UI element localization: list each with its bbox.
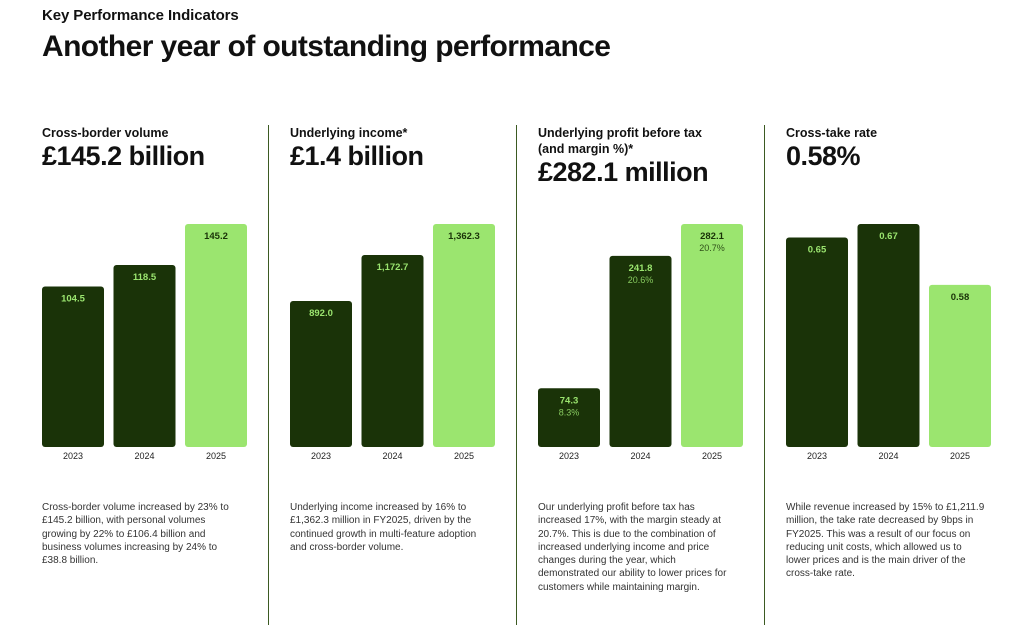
bar-margin-label: 8.3% [559,407,580,417]
bar-2024 [361,255,424,447]
bar-margin-label: 20.6% [628,275,654,285]
bar-value-label: 74.3 [560,395,579,406]
kpi-bar-chart: 104.5 2023 118.5 2024 145.2 2025 [42,224,247,461]
kpi-bar-chart: 892.0 2023 1,172.7 2024 1,362.3 2025 [290,224,495,461]
x-tick-label: 2024 [878,451,898,461]
x-tick-label: 2025 [702,451,722,461]
x-tick-label: 2025 [454,451,474,461]
bar-2024 [609,255,672,447]
bar-2023 [290,300,352,447]
bar-value-label: 282.1 [700,231,724,242]
bar-2024 [857,224,920,447]
bar-value-label: 241.8 [629,263,653,274]
kpi-description: Our underlying profit before tax has inc… [538,502,727,593]
column-divider [516,125,517,625]
bar-2024 [113,265,176,447]
kpi-bar-chart: 74.38.3% 2023 241.820.6% 2024 282.120.7% 2025 [538,224,743,461]
bar-value-label: 145.2 [204,231,228,242]
x-tick-label: 2024 [382,451,402,461]
bar-value-label: 118.5 [133,272,157,283]
bar-value-label: 0.58 [951,292,970,303]
bar-value-label: 104.5 [61,294,85,305]
kpi-title: Underlying income* [290,126,408,140]
kpi-value: 0.58% [786,141,861,171]
bar-value-label: 1,172.7 [377,262,409,273]
bar-margin-label: 20.7% [699,243,725,253]
x-tick-label: 2025 [950,451,970,461]
kpi-title: Cross-take rate [786,126,878,140]
bar-2023 [786,237,848,447]
kpi-description: Underlying income increased by 16% to £1… [290,502,477,553]
bar-value-label: 0.67 [879,231,898,242]
kpi-value: £145.2 billion [42,141,205,171]
bar-value-label: 0.65 [808,245,827,256]
bar-2025 [185,224,247,447]
kpi-panel-cross-border-volume: Cross-border volume £145.2 billion 104.5… [42,125,254,625]
x-tick-label: 2023 [559,451,579,461]
kpi-bar-chart: 0.65 2023 0.67 2024 0.58 2025 [786,224,991,461]
kpi-title: Cross-border volume [42,126,169,140]
kpi-title: Underlying profit before tax (and margin… [538,126,702,156]
x-tick-label: 2023 [311,451,331,461]
section-kicker: Key Performance Indicators [42,7,239,24]
page-title: Another year of outstanding performance [42,30,611,63]
kpi-panel-cross-take-rate: Cross-take rate 0.58% 0.65 2023 0.67 2024 0.… [786,125,998,625]
column-divider [764,125,765,625]
kpi-panel-underlying-profit: Underlying profit before tax (and margin… [538,125,750,625]
bar-2025 [929,284,991,447]
x-tick-label: 2024 [134,451,154,461]
bar-2025 [681,224,743,447]
x-tick-label: 2025 [206,451,226,461]
kpi-description: While revenue increased by 15% to £1,211… [786,502,985,580]
kpi-value: £282.1 million [538,157,709,187]
bar-value-label: 892.0 [309,308,333,319]
x-tick-label: 2023 [807,451,827,461]
bar-2023 [538,388,600,447]
bar-value-label: 1,362.3 [448,231,480,242]
bar-2023 [42,286,104,447]
x-tick-label: 2023 [63,451,83,461]
x-tick-label: 2024 [630,451,650,461]
kpi-value: £1.4 billion [290,141,424,171]
kpi-description: Cross-border volume increased by 23% to … [42,502,229,567]
bar-2025 [433,224,495,447]
kpi-panel-underlying-income: Underlying income* £1.4 billion 892.0 202… [290,125,502,625]
column-divider [268,125,269,625]
